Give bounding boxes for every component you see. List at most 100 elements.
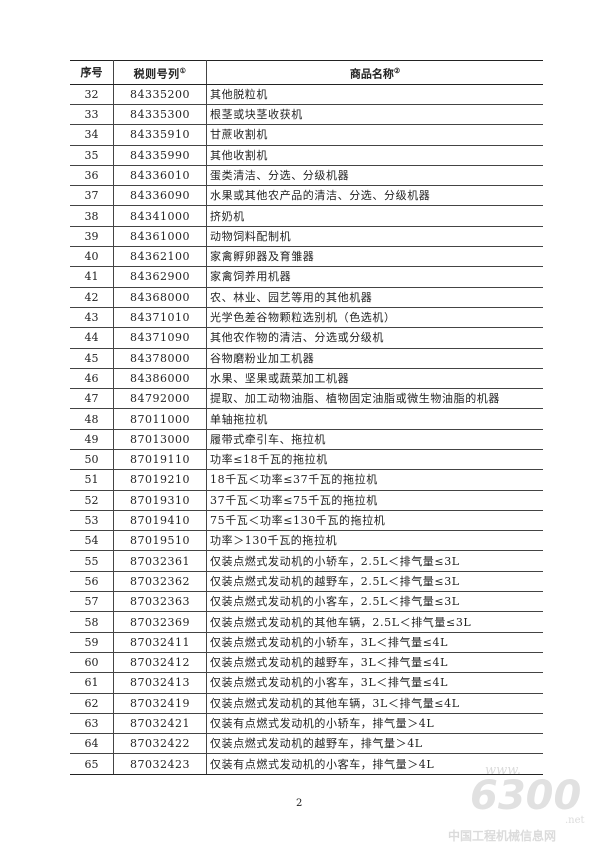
cell-code: 87032422 xyxy=(113,733,207,755)
cell-name: 蛋类清洁、分选、分级机器 xyxy=(206,165,543,187)
cell-seq: 46 xyxy=(70,368,114,390)
cell-seq: 48 xyxy=(70,408,114,430)
cell-name: 提取、加工动物油脂、植物固定油脂或微生物油脂的机器 xyxy=(206,388,543,410)
table-row: 65 87032423 仅装有点燃式发动机的小客车，排气量＞4L xyxy=(70,753,543,775)
cell-code: 84368000 xyxy=(113,287,207,308)
cell-code: 84335200 xyxy=(113,84,207,105)
cell-code: 87032362 xyxy=(113,571,207,593)
table-row: 44 84371090 其他农作物的清洁、分选或分级机 xyxy=(70,327,543,349)
cell-seq: 41 xyxy=(70,266,114,288)
table-row: 37 84336090 水果或其他农产品的清洁、分选、分级机器 xyxy=(70,185,543,207)
cell-seq: 52 xyxy=(70,490,114,511)
cell-code: 84361000 xyxy=(113,226,207,248)
cell-name: 动物饲料配制机 xyxy=(206,226,543,248)
cell-code: 84341000 xyxy=(113,205,207,227)
table-row: 50 87019110 功率≤18千瓦的拖拉机 xyxy=(70,449,543,471)
cell-seq: 37 xyxy=(70,185,114,207)
cell-seq: 49 xyxy=(70,429,114,451)
cell-seq: 36 xyxy=(70,165,114,187)
watermark-www: www. xyxy=(485,763,521,778)
table-row: 52 87019310 37千瓦＜功率≤75千瓦的拖拉机 xyxy=(70,490,543,511)
header-code: 税则号列① xyxy=(113,60,207,85)
table-row: 48 87011000 单轴拖拉机 xyxy=(70,408,543,430)
cell-code: 87032363 xyxy=(113,591,207,613)
table-row: 63 87032421 仅装有点燃式发动机的小轿车，排气量＞4L xyxy=(70,713,543,735)
cell-name: 光学色差谷物颗粒选别机（色选机） xyxy=(206,307,543,329)
table-row: 58 87032369 仅装点燃式发动机的其他车辆，2.5L＜排气量≤3L xyxy=(70,611,543,633)
table-row: 49 87013000 履带式牵引车、拖拉机 xyxy=(70,429,543,451)
header-name: 商品名称② xyxy=(206,60,543,85)
cell-seq: 42 xyxy=(70,287,114,308)
footnote-1-marker: ① xyxy=(179,66,187,75)
cell-name: 仅装点燃式发动机的越野车，2.5L＜排气量≤3L xyxy=(206,571,543,593)
cell-seq: 40 xyxy=(70,246,114,268)
table-row: 34 84335910 甘蔗收割机 xyxy=(70,124,543,146)
cell-code: 84792000 xyxy=(113,388,207,410)
cell-name: 家禽饲养用机器 xyxy=(206,266,543,288)
table-row: 40 84362100 家禽孵卵器及育雏器 xyxy=(70,246,543,268)
header-name-label: 商品名称 xyxy=(349,67,394,81)
table-row: 45 84378000 谷物磨粉业加工机器 xyxy=(70,348,543,369)
table-body: 32 84335200 其他脱粒机 33 84335300 根茎或块茎收获机 34 84335… xyxy=(70,84,543,775)
cell-seq: 39 xyxy=(70,226,114,248)
cell-code: 87032413 xyxy=(113,672,207,694)
table-row: 42 84368000 农、林业、园艺等用的其他机器 xyxy=(70,287,543,308)
cell-name: 其他脱粒机 xyxy=(206,84,543,105)
table-row: 32 84335200 其他脱粒机 xyxy=(70,84,543,105)
cell-code: 87032421 xyxy=(113,713,207,735)
cell-seq: 55 xyxy=(70,550,114,572)
cell-code: 87011000 xyxy=(113,408,207,430)
cell-seq: 33 xyxy=(70,104,114,126)
cell-name: 履带式牵引车、拖拉机 xyxy=(206,429,543,451)
cell-seq: 43 xyxy=(70,307,114,329)
watermark-net: .net xyxy=(565,815,585,826)
cell-code: 87032361 xyxy=(113,550,207,572)
header-code-label: 税则号列 xyxy=(133,67,180,81)
cell-seq: 45 xyxy=(70,348,114,369)
cell-name: 仅装有点燃式发动机的小客车，排气量＞4L xyxy=(206,753,543,775)
cell-name: 仅装点燃式发动机的其他车辆，3L＜排气量≤4L xyxy=(206,693,543,714)
cell-seq: 61 xyxy=(70,672,114,694)
cell-seq: 56 xyxy=(70,571,114,593)
table-row: 33 84335300 根茎或块茎收获机 xyxy=(70,104,543,126)
table-row: 60 87032412 仅装点燃式发动机的越野车，3L＜排气量≤4L xyxy=(70,652,543,674)
cell-code: 87019510 xyxy=(113,530,207,552)
table-row: 47 84792000 提取、加工动物油脂、植物固定油脂或微生物油脂的机器 xyxy=(70,388,543,410)
cell-code: 84371010 xyxy=(113,307,207,329)
cell-code: 87032412 xyxy=(113,652,207,674)
table-row: 56 87032362 仅装点燃式发动机的越野车，2.5L＜排气量≤3L xyxy=(70,571,543,593)
cell-code: 84371090 xyxy=(113,327,207,349)
table-row: 51 87019210 18千瓦＜功率≤37千瓦的拖拉机 xyxy=(70,469,543,491)
cell-seq: 44 xyxy=(70,327,114,349)
table-header-row: 序号 税则号列① 商品名称② xyxy=(70,60,543,85)
cell-name: 农、林业、园艺等用的其他机器 xyxy=(206,287,543,308)
cell-name: 其他农作物的清洁、分选或分级机 xyxy=(206,327,543,349)
cell-seq: 32 xyxy=(70,84,114,105)
cell-name: 仅装点燃式发动机的越野车，3L＜排气量≤4L xyxy=(206,652,543,674)
table-row: 43 84371010 光学色差谷物颗粒选别机（色选机） xyxy=(70,307,543,329)
cell-seq: 63 xyxy=(70,713,114,735)
header-seq: 序号 xyxy=(70,60,114,85)
cell-code: 87019410 xyxy=(113,510,207,532)
table-row: 35 84335990 其他收割机 xyxy=(70,145,543,166)
cell-code: 84336010 xyxy=(113,165,207,187)
table-row: 59 87032411 仅装点燃式发动机的小轿车，3L＜排气量≤4L xyxy=(70,632,543,653)
cell-name: 家禽孵卵器及育雏器 xyxy=(206,246,543,268)
cell-name: 仅装点燃式发动机的其他车辆，2.5L＜排气量≤3L xyxy=(206,611,543,633)
footnote-2-marker: ② xyxy=(393,66,401,75)
cell-seq: 65 xyxy=(70,753,114,775)
cell-seq: 64 xyxy=(70,733,114,755)
table-row: 36 84336010 蛋类清洁、分选、分级机器 xyxy=(70,165,543,187)
cell-name: 水果、坚果或蔬菜加工机器 xyxy=(206,368,543,390)
watermark-text: 中国工程机械信息网 xyxy=(448,829,557,843)
cell-name: 功率≤18千瓦的拖拉机 xyxy=(206,449,543,471)
cell-code: 84335910 xyxy=(113,124,207,146)
cell-seq: 60 xyxy=(70,652,114,674)
cell-code: 87013000 xyxy=(113,429,207,451)
cell-seq: 57 xyxy=(70,591,114,613)
cell-name: 根茎或块茎收获机 xyxy=(206,104,543,126)
cell-name: 谷物磨粉业加工机器 xyxy=(206,348,543,369)
watermark-logo: www. 6300 .net 中国工程机械信息网 xyxy=(440,755,600,849)
cell-code: 87019210 xyxy=(113,469,207,491)
cell-name: 其他收割机 xyxy=(206,145,543,166)
